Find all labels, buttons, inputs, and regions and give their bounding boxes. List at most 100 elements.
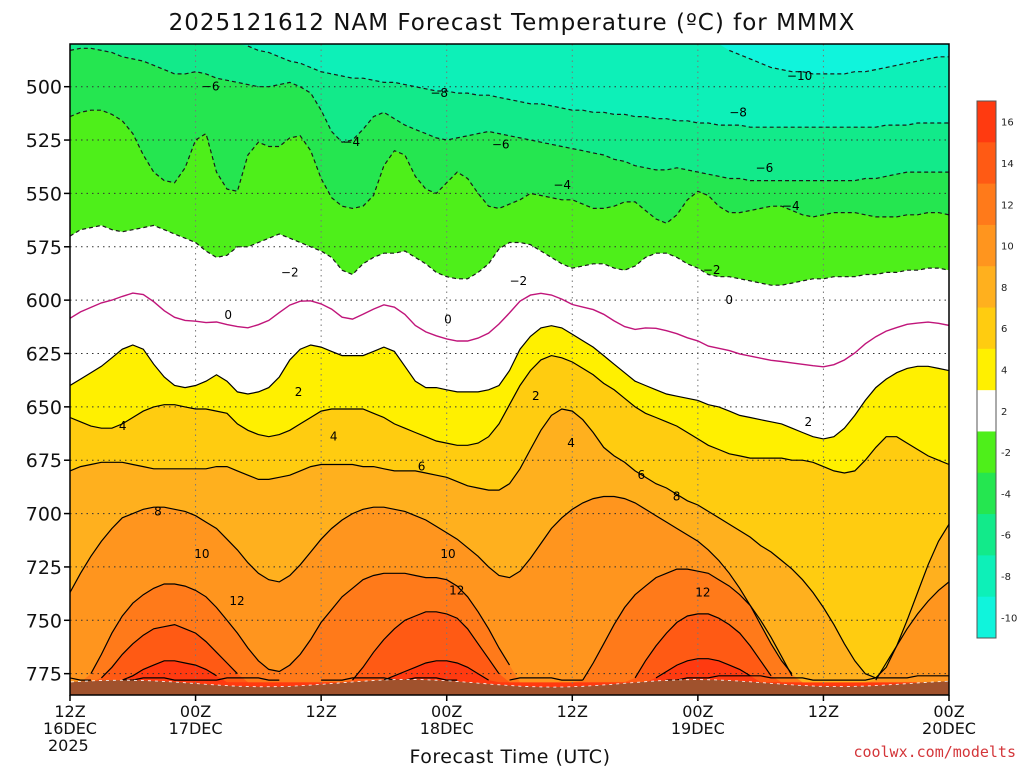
x-tick-label: 19DEC	[671, 719, 725, 738]
y-tick-label: 625	[26, 343, 62, 365]
colorbar-tick-label: -4	[1001, 489, 1011, 500]
isotherm-line-0	[70, 292, 949, 368]
colorbar-tick-label: 12	[1001, 200, 1014, 211]
colorbar-swatch	[977, 472, 996, 515]
contour-label: 2	[805, 415, 813, 429]
contour-label: 12	[695, 586, 710, 600]
colorbar-swatch	[977, 183, 996, 226]
isotherm-line-4	[70, 354, 949, 474]
colorbar-tick-label: -6	[1001, 531, 1011, 542]
colorbar-swatch	[977, 224, 996, 267]
isotherm-line--4	[70, 109, 949, 224]
contour-label: 0	[444, 312, 452, 326]
y-tick-label: 575	[26, 237, 62, 259]
contour-label: −8	[729, 105, 747, 119]
isotherm-line-12	[100, 611, 772, 681]
y-tick-label: 525	[26, 130, 62, 152]
pressure-axis: 500 525 550 575 600 625 650 675 700 725 750 775	[26, 77, 70, 686]
isotherm-lines	[70, 45, 949, 681]
colorbar-swatch	[977, 555, 996, 598]
terrain-fill	[70, 679, 949, 695]
colorbar-swatch	[977, 307, 996, 350]
x-tick-label: 00Z	[682, 702, 713, 721]
colorbar-tick-label: 6	[1001, 324, 1007, 335]
colorbar-swatch	[977, 390, 996, 432]
chart-title: 2025121612 NAM Forecast Temperature (ºC)…	[169, 10, 856, 36]
x-tick-label: 18DEC	[420, 719, 474, 738]
x-tick-label: 16DEC	[43, 719, 97, 738]
colorbar-swatch	[977, 101, 996, 143]
contour-label: −6	[492, 137, 510, 151]
isotherm-fill--8	[70, 44, 949, 128]
contour-label: 6	[418, 460, 426, 474]
contour-label: 12	[229, 594, 244, 608]
x-tick-label: 12Z	[808, 702, 839, 721]
isotherm-line-16	[70, 675, 949, 681]
contour-label: 8	[154, 504, 162, 518]
colorbar-tick-label: -2	[1001, 448, 1011, 459]
colorbar-frame	[976, 100, 997, 639]
y-tick-label: 550	[26, 183, 62, 205]
x-tick-label: 12Z	[54, 702, 85, 721]
terrain-ground	[70, 679, 949, 695]
isotherm-line-10	[90, 568, 793, 681]
colorbar-tick-label: 16	[1001, 118, 1014, 129]
credit-link[interactable]: coolwx.com/modelts	[853, 743, 1016, 761]
x-tick-label: 2025	[48, 736, 89, 755]
contour-label: 4	[119, 419, 127, 433]
x-tick-label: 00Z	[180, 702, 211, 721]
y-tick-label: 750	[26, 610, 62, 632]
colorbar-tick-label: -10	[1001, 613, 1017, 624]
contour-label: 12	[449, 583, 464, 597]
x-tick-label: 17DEC	[169, 719, 223, 738]
y-tick-label: 600	[26, 290, 62, 312]
contour-label: 2	[532, 389, 540, 403]
contour-label: 2	[295, 385, 303, 399]
colorbar-swatch	[977, 348, 996, 391]
colorbar-swatch	[977, 514, 996, 556]
plot-frame	[69, 43, 950, 696]
isotherm-line-14	[122, 658, 751, 681]
contour-label: 6	[638, 468, 646, 482]
colorbar-tick-label: -8	[1001, 572, 1011, 583]
isotherm-line--2	[70, 224, 949, 286]
isotherm-fill--10	[70, 44, 949, 74]
colorbar-tick-label: 10	[1001, 242, 1014, 253]
contour-label: −6	[202, 80, 220, 94]
isotherm-line--10	[729, 49, 949, 75]
contour-label: −2	[509, 274, 527, 288]
contour-labels: −6 −8 −10 −8 −4 −6 −6 −4 −4 −2 −2 −2 0 0 0 2 2 2 4 4 4 6 6 8 8 10…	[119, 69, 812, 608]
contour-label: 8	[673, 489, 681, 503]
contour-label: 4	[567, 436, 575, 450]
contour-label: −2	[281, 265, 299, 279]
y-tick-label: 500	[26, 77, 62, 99]
colorbar-tick-label: 8	[1001, 283, 1007, 294]
isotherm-line-8	[70, 495, 949, 681]
y-tick-label: 725	[26, 557, 62, 579]
contour-label: 4	[330, 430, 338, 444]
x-tick-label: 12Z	[305, 702, 336, 721]
colorbar-swatch	[977, 596, 996, 639]
plot-area: −6 −8 −10 −8 −4 −6 −6 −4 −4 −2 −2 −2 0 0 0 2 2 2 4 4 4 6 6 8 8 10…	[70, 44, 949, 695]
contour-label: −4	[782, 199, 800, 213]
colorbar-tick-label: 14	[1001, 159, 1014, 170]
y-tick-label: 650	[26, 397, 62, 419]
isotherm-line--6	[70, 47, 949, 182]
colorbar-tick-label: 4	[1001, 366, 1007, 377]
contour-label: −10	[787, 69, 812, 83]
colorbar-swatch	[977, 142, 996, 185]
colorbar-swatch	[977, 431, 996, 474]
y-tick-label: 700	[26, 504, 62, 526]
contour-label: −2	[703, 263, 721, 277]
contour-label: 0	[725, 293, 733, 307]
y-tick-label: 675	[26, 450, 62, 472]
y-tick-label: 775	[26, 664, 62, 686]
contour-label: 10	[440, 547, 455, 561]
contour-label: −8	[430, 86, 448, 100]
colorbar-tick-label: 2	[1001, 407, 1007, 418]
x-tick-label: 00Z	[431, 702, 462, 721]
contour-label: −6	[756, 161, 774, 175]
x-axis-title: Forecast Time (UTC)	[410, 746, 611, 768]
x-tick-label: 12Z	[557, 702, 588, 721]
